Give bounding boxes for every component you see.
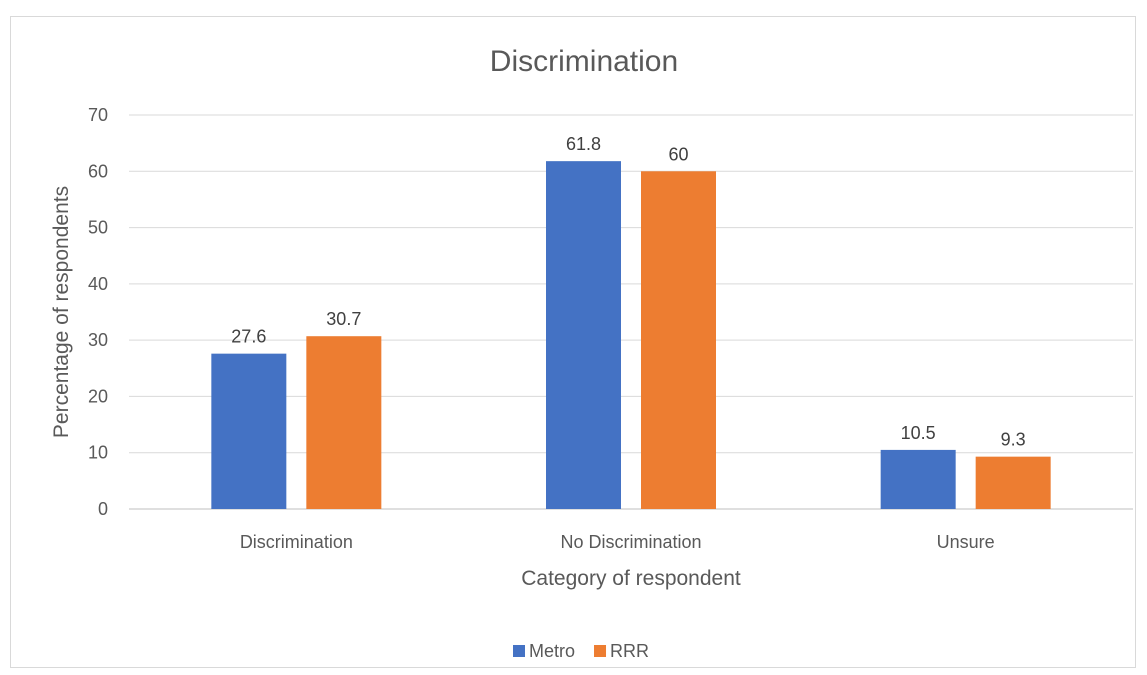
legend: Metro RRR (513, 641, 649, 661)
data-labels: 27.6 30.7 61.8 60 10.5 9.3 (231, 134, 1025, 450)
y-tick-label: 50 (88, 218, 108, 238)
legend-label: RRR (610, 641, 649, 661)
y-tick-label: 20 (88, 386, 108, 406)
gridlines (129, 114, 1133, 510)
y-tick-label: 30 (88, 330, 108, 350)
data-label: 60 (668, 144, 688, 164)
bar (641, 171, 716, 510)
y-tick-label: 10 (88, 443, 108, 463)
data-label: 61.8 (566, 134, 601, 154)
y-axis-ticks: 0 10 20 30 40 50 60 70 (88, 105, 108, 519)
bar (546, 161, 621, 509)
data-label: 30.7 (326, 309, 361, 329)
y-tick-label: 60 (88, 161, 108, 181)
data-label: 10.5 (901, 423, 936, 443)
bar (975, 456, 1051, 509)
x-axis-title: Category of respondent (521, 567, 741, 590)
y-tick-label: 40 (88, 274, 108, 294)
y-tick-label: 0 (98, 499, 108, 519)
y-tick-label: 70 (88, 105, 108, 125)
legend-swatch (513, 645, 525, 657)
data-label: 27.6 (231, 327, 266, 347)
y-axis-title: Percentage of respondents (50, 186, 73, 438)
legend-swatch (594, 645, 607, 657)
legend-label: Metro (529, 641, 575, 661)
x-tick-label: Unsure (937, 532, 995, 552)
x-axis-ticks: Discrimination No Discrimination Unsure (240, 532, 995, 552)
bar (880, 449, 956, 509)
bar (211, 353, 287, 509)
chart-title: Discrimination (490, 45, 678, 78)
bars (211, 161, 1051, 510)
bar (306, 336, 382, 509)
x-tick-label: Discrimination (240, 532, 353, 552)
x-tick-label: No Discrimination (560, 532, 701, 552)
data-label: 9.3 (1001, 430, 1026, 450)
